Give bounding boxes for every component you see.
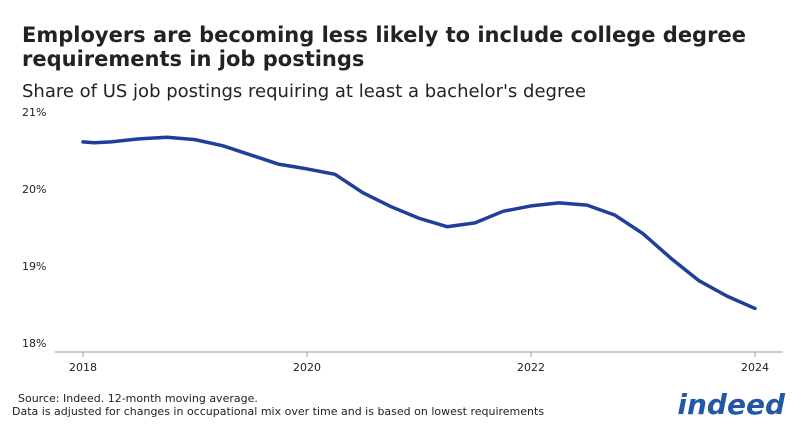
logo: indeed: [677, 388, 786, 421]
y-tick-label: 21%: [22, 106, 46, 119]
y-tick-label: 18%: [22, 337, 46, 350]
chart-title: Employers are becoming less likely to in…: [22, 23, 746, 71]
y-tick-label: 20%: [22, 183, 46, 196]
line-series: [81, 135, 757, 311]
x-tick-label: 2020: [293, 361, 321, 374]
x-tick-label: 2024: [741, 361, 769, 374]
x-tick-label: 2022: [517, 361, 545, 374]
y-tick-label: 19%: [22, 260, 46, 273]
chart-subtitle: Share of US job postings requiring at le…: [22, 81, 586, 102]
x-tick-label: 2018: [69, 361, 97, 374]
source-note: Source: Indeed. 12-month moving average.: [18, 392, 258, 405]
method-note: Data is adjusted for changes in occupati…: [12, 405, 544, 418]
